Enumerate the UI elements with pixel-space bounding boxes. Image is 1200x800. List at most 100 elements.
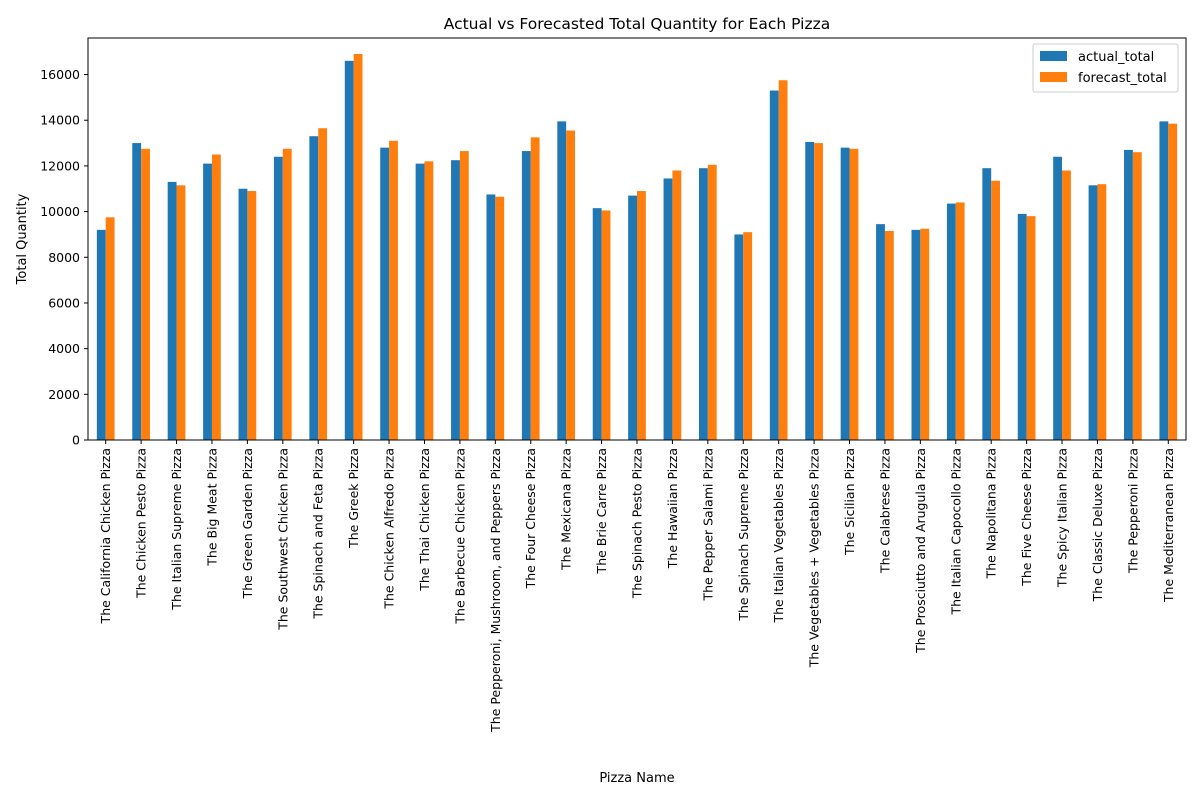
bar-forecast-total-5 bbox=[282, 148, 292, 440]
bar-forecast-total-29 bbox=[1132, 152, 1142, 440]
x-tick-label: The Sicilian Pizza bbox=[842, 448, 857, 556]
legend-swatch-actual bbox=[1040, 51, 1067, 61]
x-tick-label: The Mexicana Pizza bbox=[559, 448, 574, 571]
bar-forecast-total-1 bbox=[141, 148, 150, 440]
bar-forecast-total-10 bbox=[459, 151, 469, 440]
bar-forecast-total-18 bbox=[743, 232, 753, 440]
bar-actual-total-20 bbox=[805, 141, 815, 440]
bar-forecast-total-11 bbox=[495, 196, 505, 440]
x-tick-label: The Pepper Salami Pizza bbox=[700, 448, 715, 602]
y-axis-label: Total Quantity bbox=[15, 193, 30, 285]
bar-forecast-total-8 bbox=[389, 140, 398, 440]
bar-actual-total-26 bbox=[1017, 213, 1027, 441]
x-tick-label: The Mediterranean Pizza bbox=[1161, 448, 1176, 603]
bar-forecast-total-9 bbox=[424, 161, 434, 440]
y-tick-label: 2000 bbox=[48, 387, 80, 402]
bar-actual-total-25 bbox=[982, 168, 992, 440]
x-tick-label: The Napolitana Pizza bbox=[984, 448, 999, 579]
x-tick-label: The Pepperoni Pizza bbox=[1125, 448, 1140, 574]
x-tick-label: The Pepperoni, Mushroom, and Peppers Piz… bbox=[488, 448, 503, 733]
y-axis: 0 2000 4000 6000 8000 10000 12000 14000 16000 bbox=[40, 67, 88, 448]
x-tick-label: The Italian Supreme Pizza bbox=[169, 448, 184, 611]
x-tick-label: The Hawaiian Pizza bbox=[665, 448, 680, 569]
legend: actual_total forecast_total bbox=[1032, 43, 1179, 93]
bar-actual-total-21 bbox=[840, 147, 850, 440]
legend-swatch-forecast bbox=[1040, 72, 1067, 82]
bar-actual-total-16 bbox=[663, 178, 673, 440]
bar-forecast-total-15 bbox=[637, 191, 646, 440]
x-tick-label: The Spinach Pesto Pizza bbox=[630, 448, 645, 599]
x-tick-label: The Green Garden Pizza bbox=[240, 448, 255, 599]
x-tick-label: The Four Cheese Pizza bbox=[523, 448, 538, 589]
x-tick-label: The Spinach and Feta Pizza bbox=[311, 448, 326, 620]
bar-actual-total-4 bbox=[238, 188, 248, 440]
x-tick-label: The Classic Deluxe Pizza bbox=[1090, 448, 1105, 602]
x-tick-label: The Big Meat Pizza bbox=[204, 448, 219, 567]
bar-forecast-total-28 bbox=[1097, 184, 1107, 440]
bar-forecast-total-17 bbox=[707, 164, 717, 440]
bar-actual-total-1 bbox=[132, 143, 142, 440]
bar-forecast-total-14 bbox=[601, 210, 611, 440]
bar-actual-total-7 bbox=[344, 60, 354, 441]
bar-forecast-total-12 bbox=[530, 137, 540, 441]
x-tick-label: The Chicken Alfredo Pizza bbox=[382, 448, 397, 610]
x-tick-label: The Chicken Pesto Pizza bbox=[134, 448, 149, 599]
x-axis: The California Chicken Pizza The Chicken … bbox=[98, 440, 1176, 733]
bar-actual-total-3 bbox=[203, 163, 212, 441]
bar-forecast-total-0 bbox=[105, 217, 115, 440]
bar-forecast-total-26 bbox=[1026, 216, 1036, 440]
x-tick-label: The Greek Pizza bbox=[346, 448, 361, 549]
bar-actual-total-23 bbox=[911, 229, 921, 440]
bar-actual-total-29 bbox=[1124, 149, 1133, 441]
x-tick-label: The Calabrese Pizza bbox=[877, 448, 892, 574]
y-tick-label: 16000 bbox=[40, 67, 80, 82]
x-tick-label: The Thai Chicken Pizza bbox=[417, 448, 432, 592]
bar-actual-total-0 bbox=[96, 229, 106, 440]
bar-forecast-total-20 bbox=[814, 143, 823, 440]
bar-actual-total-8 bbox=[380, 147, 390, 440]
y-tick-label: 12000 bbox=[40, 158, 80, 173]
y-tick-label: 6000 bbox=[48, 295, 80, 310]
bar-actual-total-27 bbox=[1053, 156, 1063, 440]
legend-frame bbox=[1032, 43, 1179, 93]
y-tick-label: 4000 bbox=[48, 341, 80, 356]
x-tick-label: The Five Cheese Pizza bbox=[1019, 448, 1034, 587]
bar-forecast-total-16 bbox=[672, 170, 682, 441]
x-tick-label: The Spinach Supreme Pizza bbox=[736, 448, 751, 622]
y-tick-label: 10000 bbox=[40, 204, 80, 219]
bar-forecast-total-19 bbox=[778, 80, 788, 440]
bar-forecast-total-25 bbox=[991, 180, 1001, 440]
bar-forecast-total-4 bbox=[247, 191, 257, 440]
legend-label-forecast: forecast_total bbox=[1078, 71, 1167, 86]
bar-actual-total-28 bbox=[1088, 185, 1098, 440]
bar-actual-total-17 bbox=[698, 168, 708, 440]
x-tick-label: The Prosciutto and Arugula Pizza bbox=[913, 448, 928, 654]
bar-forecast-total-27 bbox=[1062, 170, 1071, 441]
bar-forecast-total-30 bbox=[1168, 123, 1178, 441]
x-tick-label: The Italian Vegetables Pizza bbox=[771, 448, 786, 624]
bar-actual-total-24 bbox=[946, 203, 956, 440]
legend-label-actual: actual_total bbox=[1078, 50, 1154, 65]
y-tick-label: 0 bbox=[72, 433, 80, 448]
bar-forecast-total-22 bbox=[884, 231, 894, 440]
bar-actual-total-6 bbox=[309, 136, 319, 440]
x-tick-label: The Southwest Chicken Pizza bbox=[275, 448, 290, 631]
x-tick-label: The Spicy Italian Pizza bbox=[1055, 448, 1070, 588]
x-tick-label: The Italian Capocollo Pizza bbox=[948, 448, 963, 616]
bar-forecast-total-3 bbox=[211, 154, 221, 441]
bar-forecast-total-21 bbox=[849, 148, 859, 440]
bar-actual-total-18 bbox=[734, 234, 744, 440]
x-tick-label: The California Chicken Pizza bbox=[98, 448, 113, 624]
x-tick-label: The Vegetables + Vegetables Pizza bbox=[807, 448, 822, 668]
bar-forecast-total-6 bbox=[318, 128, 328, 440]
y-tick-label: 8000 bbox=[48, 250, 80, 265]
x-tick-label: The Brie Carre Pizza bbox=[594, 448, 609, 574]
bar-actual-total-10 bbox=[451, 160, 460, 440]
bars-group bbox=[96, 53, 1178, 441]
bar-forecast-total-24 bbox=[955, 202, 965, 440]
bar-actual-total-30 bbox=[1159, 121, 1169, 441]
bar-actual-total-14 bbox=[592, 208, 602, 440]
bar-actual-total-22 bbox=[876, 224, 885, 440]
